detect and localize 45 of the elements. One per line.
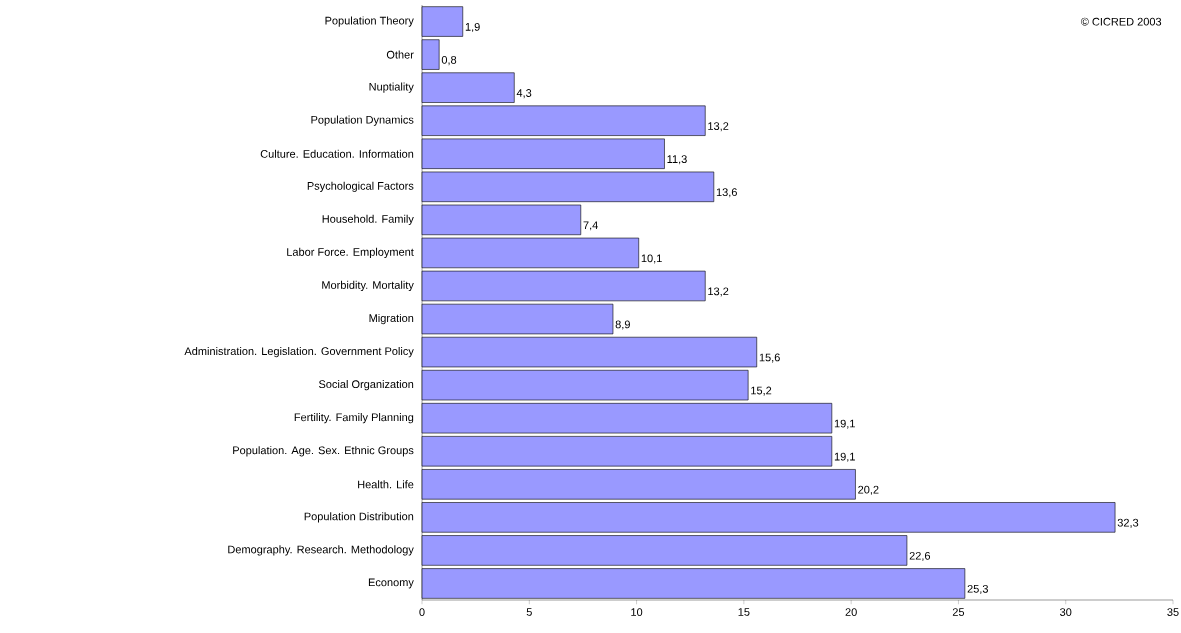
- y-tick-label: Nuptiality: [369, 82, 414, 93]
- x-tick-label: 5: [526, 608, 532, 616]
- x-tick-label: 10: [631, 608, 643, 616]
- y-tick-label: Psychological Factors: [307, 181, 414, 192]
- y-tick-label: Fertility. Family Planning: [294, 413, 414, 424]
- y-tick-label: Labor Force. Employment: [287, 247, 414, 259]
- data-label: 13,2: [708, 122, 729, 132]
- data-label: 15,6: [759, 353, 780, 363]
- data-label: 13,2: [708, 287, 729, 297]
- data-label: 25,3: [967, 584, 988, 595]
- data-label: 7,4: [583, 221, 598, 231]
- y-tick-label: Morbidity. Mortality: [322, 280, 414, 292]
- data-label: 8,9: [615, 320, 630, 330]
- y-tick-label: Migration: [369, 313, 414, 325]
- y-tick-label: Other: [386, 50, 414, 59]
- data-label: 19,1: [834, 452, 855, 462]
- y-tick-label: Population Theory: [325, 16, 414, 27]
- x-tick-label: 25: [952, 608, 965, 616]
- annotation: © CICRED 2003: [1080, 17, 1162, 26]
- x-tick-label: 35: [1167, 608, 1179, 616]
- y-tick-label: Population. Age. Sex. Ethnic Groups: [233, 446, 414, 457]
- data-label: 11,3: [667, 155, 687, 165]
- y-tick-label: Culture. Education. Information: [260, 149, 414, 158]
- data-label: 13,6: [716, 188, 737, 198]
- data-label: 4,3: [516, 89, 532, 99]
- y-tick-label: Demography. Research. Methodology: [228, 545, 414, 556]
- y-tick-label: Population Distribution: [304, 512, 414, 523]
- data-label: 22,6: [909, 551, 931, 561]
- data-label: 0,8: [441, 56, 457, 66]
- y-tick-label: Administration. Legislation. Government Policy: [184, 346, 414, 358]
- data-label: 10,1: [641, 254, 662, 264]
- y-tick-label: Economy: [368, 578, 414, 589]
- y-tick-label: Social Organization: [318, 380, 414, 391]
- x-tick-label: 30: [1060, 608, 1072, 616]
- data-label: 19,1: [834, 419, 855, 429]
- data-label: 20,2: [858, 485, 879, 495]
- y-tick-label: Household. Family: [322, 214, 414, 225]
- x-tick-label: 15: [738, 608, 750, 616]
- x-tick-label: 20: [845, 608, 857, 616]
- data-label: 15,2: [751, 386, 772, 396]
- y-tick-label: Health. Life: [358, 480, 414, 489]
- data-label: 1,9: [465, 23, 480, 33]
- y-tick-label: Population Dynamics: [311, 115, 414, 126]
- data-label: 32,3: [1117, 518, 1139, 528]
- x-tick-label: 0: [419, 608, 425, 616]
